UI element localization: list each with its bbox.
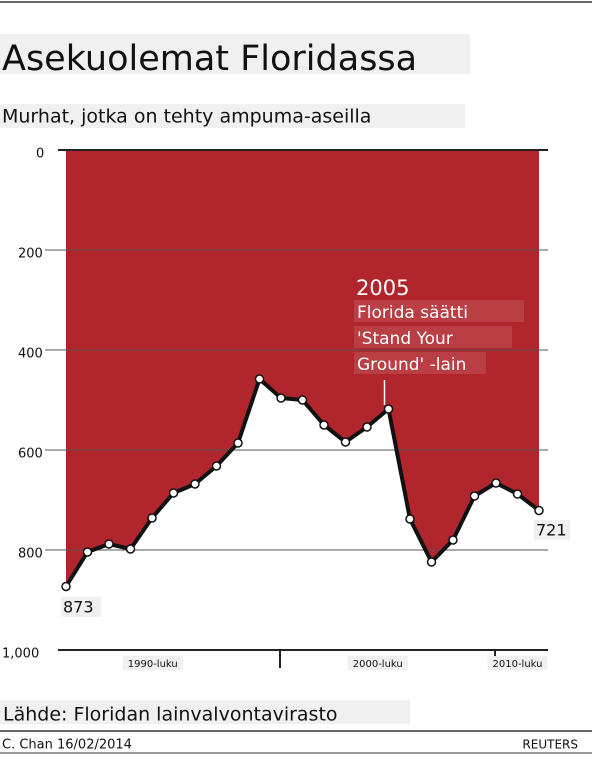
value-label-bg bbox=[534, 520, 570, 540]
y-tick-label: 0 bbox=[36, 147, 44, 162]
y-tick-label: 600 bbox=[18, 447, 43, 462]
annotation-line: 'Stand Your bbox=[357, 329, 453, 349]
annotation-bg bbox=[354, 326, 512, 348]
group-label-bg bbox=[347, 656, 408, 670]
marker bbox=[534, 505, 544, 516]
annotation-line: Florida säätti bbox=[357, 303, 468, 323]
annotation-bg bbox=[354, 352, 486, 374]
marker bbox=[297, 395, 308, 405]
y-tick-label: 400 bbox=[18, 347, 43, 362]
marker bbox=[383, 404, 394, 414]
marker bbox=[491, 478, 501, 488]
group-label-bg bbox=[487, 656, 548, 670]
source-bg bbox=[0, 700, 410, 724]
marker bbox=[426, 557, 437, 567]
chart-title: Asekuolemat Floridassa bbox=[2, 39, 417, 79]
marker bbox=[405, 514, 415, 524]
marker bbox=[233, 438, 243, 448]
group-label: 2000-luku bbox=[353, 659, 403, 670]
y-tick-label: 800 bbox=[18, 547, 43, 562]
plot: 0 200 400 600 800 1,000 1990-luku 2000-luku 2010… bbox=[2, 147, 570, 670]
marker bbox=[254, 374, 265, 384]
credit: C. Chan 16/02/2014 bbox=[2, 738, 132, 753]
chart-subtitle: Murhat, jotka on tehty ampuma-aseilla bbox=[2, 106, 371, 128]
group-label-bg bbox=[122, 656, 183, 670]
marker bbox=[125, 544, 136, 554]
marker bbox=[512, 489, 523, 499]
title-bg bbox=[0, 34, 470, 74]
marker bbox=[61, 581, 71, 592]
group-label: 1990-luku bbox=[128, 659, 178, 670]
marker bbox=[168, 488, 179, 498]
source: Lähde: Floridan lainvalvontavirasto bbox=[3, 704, 338, 726]
marker bbox=[319, 420, 329, 430]
group-label: 2010-luku bbox=[493, 659, 543, 670]
marker bbox=[362, 422, 372, 432]
marker bbox=[340, 437, 351, 447]
annotation-year: 2005 bbox=[356, 276, 409, 300]
marker bbox=[104, 539, 114, 549]
marker bbox=[190, 479, 200, 489]
area bbox=[66, 150, 539, 587]
subtitle-bg bbox=[0, 104, 465, 128]
y-tick-label: 200 bbox=[18, 247, 43, 262]
marker bbox=[448, 535, 458, 545]
y-tick-label: 1,000 bbox=[2, 647, 39, 662]
brand: REUTERS bbox=[522, 738, 578, 752]
marker bbox=[211, 461, 222, 471]
value-label-bg bbox=[61, 597, 101, 617]
marker bbox=[147, 513, 157, 523]
annotation-line: Ground' -lain bbox=[357, 355, 466, 375]
marker bbox=[469, 491, 480, 501]
marker bbox=[276, 393, 286, 403]
value-label: 721 bbox=[536, 521, 567, 540]
value-label: 873 bbox=[63, 598, 94, 617]
marker bbox=[82, 547, 93, 557]
annotation-bg bbox=[354, 300, 524, 322]
